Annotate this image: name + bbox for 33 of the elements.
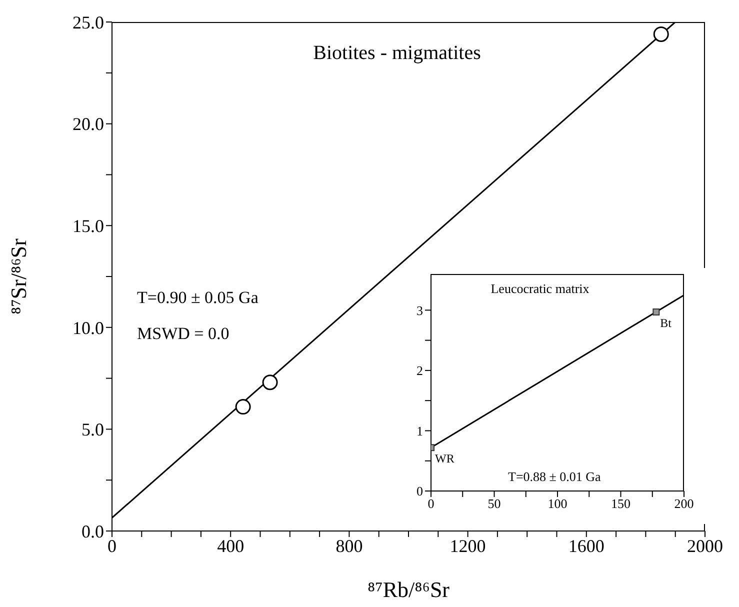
y-tick-label: 0.0: [82, 521, 104, 542]
y-tick-label: 1: [416, 423, 423, 438]
point: [235, 399, 251, 415]
y-tick-label: 20.0: [72, 114, 104, 134]
x-axis-title: ⁸⁷Rb/⁸⁶Sr: [367, 577, 450, 602]
annotation: T=0.90 ± 0.05 Ga: [137, 288, 258, 308]
x-tick-label: 50: [488, 496, 501, 512]
y-tick-label: 2: [416, 363, 423, 378]
text: Biotites - migmatites: [313, 42, 481, 65]
annotation: T=0.88 ± 0.01 Ga: [508, 469, 601, 485]
x-tick-label: 150: [611, 496, 630, 512]
y-tick-label: 5.0: [82, 420, 104, 440]
x-tick-label: 1600: [568, 536, 604, 556]
y-tick-label: 10.0: [72, 318, 104, 338]
y-axis-title: ⁸⁷Sr/⁸⁶Sr: [6, 238, 31, 314]
text: Leucocratic matrix: [490, 281, 590, 297]
point: [653, 26, 669, 42]
annotation: WR: [435, 452, 454, 466]
annotation: MSWD = 0.0: [137, 324, 230, 344]
x-tick-label: 0: [428, 496, 434, 512]
x-tick-label: 400: [217, 536, 244, 556]
y-tick-label: 0: [416, 484, 423, 499]
x-tick-label: 0: [108, 536, 116, 556]
y-tick-label: 25.0: [72, 12, 104, 32]
annotation: Bt: [660, 316, 672, 330]
y-tick-label: 15.0: [72, 216, 104, 236]
y-tick-label: 3: [416, 302, 423, 318]
point: [262, 374, 278, 390]
x-tick-label: 800: [336, 536, 363, 556]
x-tick-label: 200: [674, 496, 694, 512]
x-tick-label: 1200: [450, 536, 486, 556]
x-tick-label: 2000: [687, 536, 723, 556]
x-tick-label: 100: [548, 496, 568, 512]
